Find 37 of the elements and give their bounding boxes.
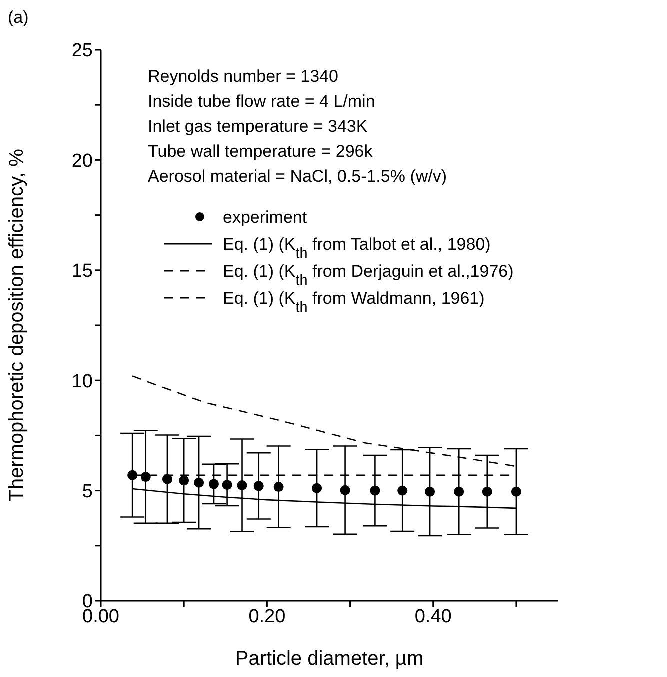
- point: [128, 470, 138, 480]
- y-tick-label: 20: [72, 150, 93, 172]
- point: [162, 474, 172, 484]
- point: [482, 486, 492, 497]
- point: [237, 480, 248, 491]
- y-tick-label: 5: [82, 482, 93, 503]
- point: [340, 485, 350, 496]
- point: [209, 479, 220, 490]
- legend-label: Eq. (1) (K$_{th}$ from Waldmann, 1961): [223, 289, 485, 316]
- x-axis-title: Particle diameter, µm: [235, 648, 424, 670]
- y-axis-title: Thermophoretic deposition efficiency, %: [6, 148, 28, 502]
- point: [511, 486, 522, 497]
- point: [140, 472, 151, 482]
- text: Inside tube flow rate = 4 L/min: [148, 92, 376, 111]
- x-tick-label: 0.40: [414, 606, 452, 628]
- point: [398, 486, 408, 496]
- point: [179, 476, 190, 486]
- point: [312, 483, 322, 494]
- y-tick-label: 10: [72, 371, 93, 392]
- point: [274, 482, 284, 492]
- point: [194, 478, 204, 488]
- text: Tube wall temperature = 296k: [148, 142, 373, 161]
- legend-label: Eq. (1) (K$_{th}$ from Derjaguin et al.,1976): [223, 262, 514, 289]
- text: Reynolds number = 1340: [148, 67, 338, 86]
- point: [254, 481, 264, 492]
- point: [425, 486, 436, 497]
- y-tick-label: 15: [72, 261, 93, 282]
- x-tick-label: 0.20: [248, 606, 286, 628]
- y-tick-label: 25: [72, 40, 93, 62]
- legend-label: experiment: [223, 208, 308, 227]
- legend-label: Eq. (1) (K$_{th}$ from Talbot et al., 1980): [223, 235, 491, 262]
- text: Aerosol material = NaCl, 0.5-1.5% (w/v): [148, 167, 448, 186]
- text: Inlet gas temperature = 343K: [148, 117, 368, 136]
- point: [370, 486, 380, 496]
- point: [222, 480, 232, 490]
- chart-title: (a): [8, 8, 29, 28]
- point: [454, 486, 464, 497]
